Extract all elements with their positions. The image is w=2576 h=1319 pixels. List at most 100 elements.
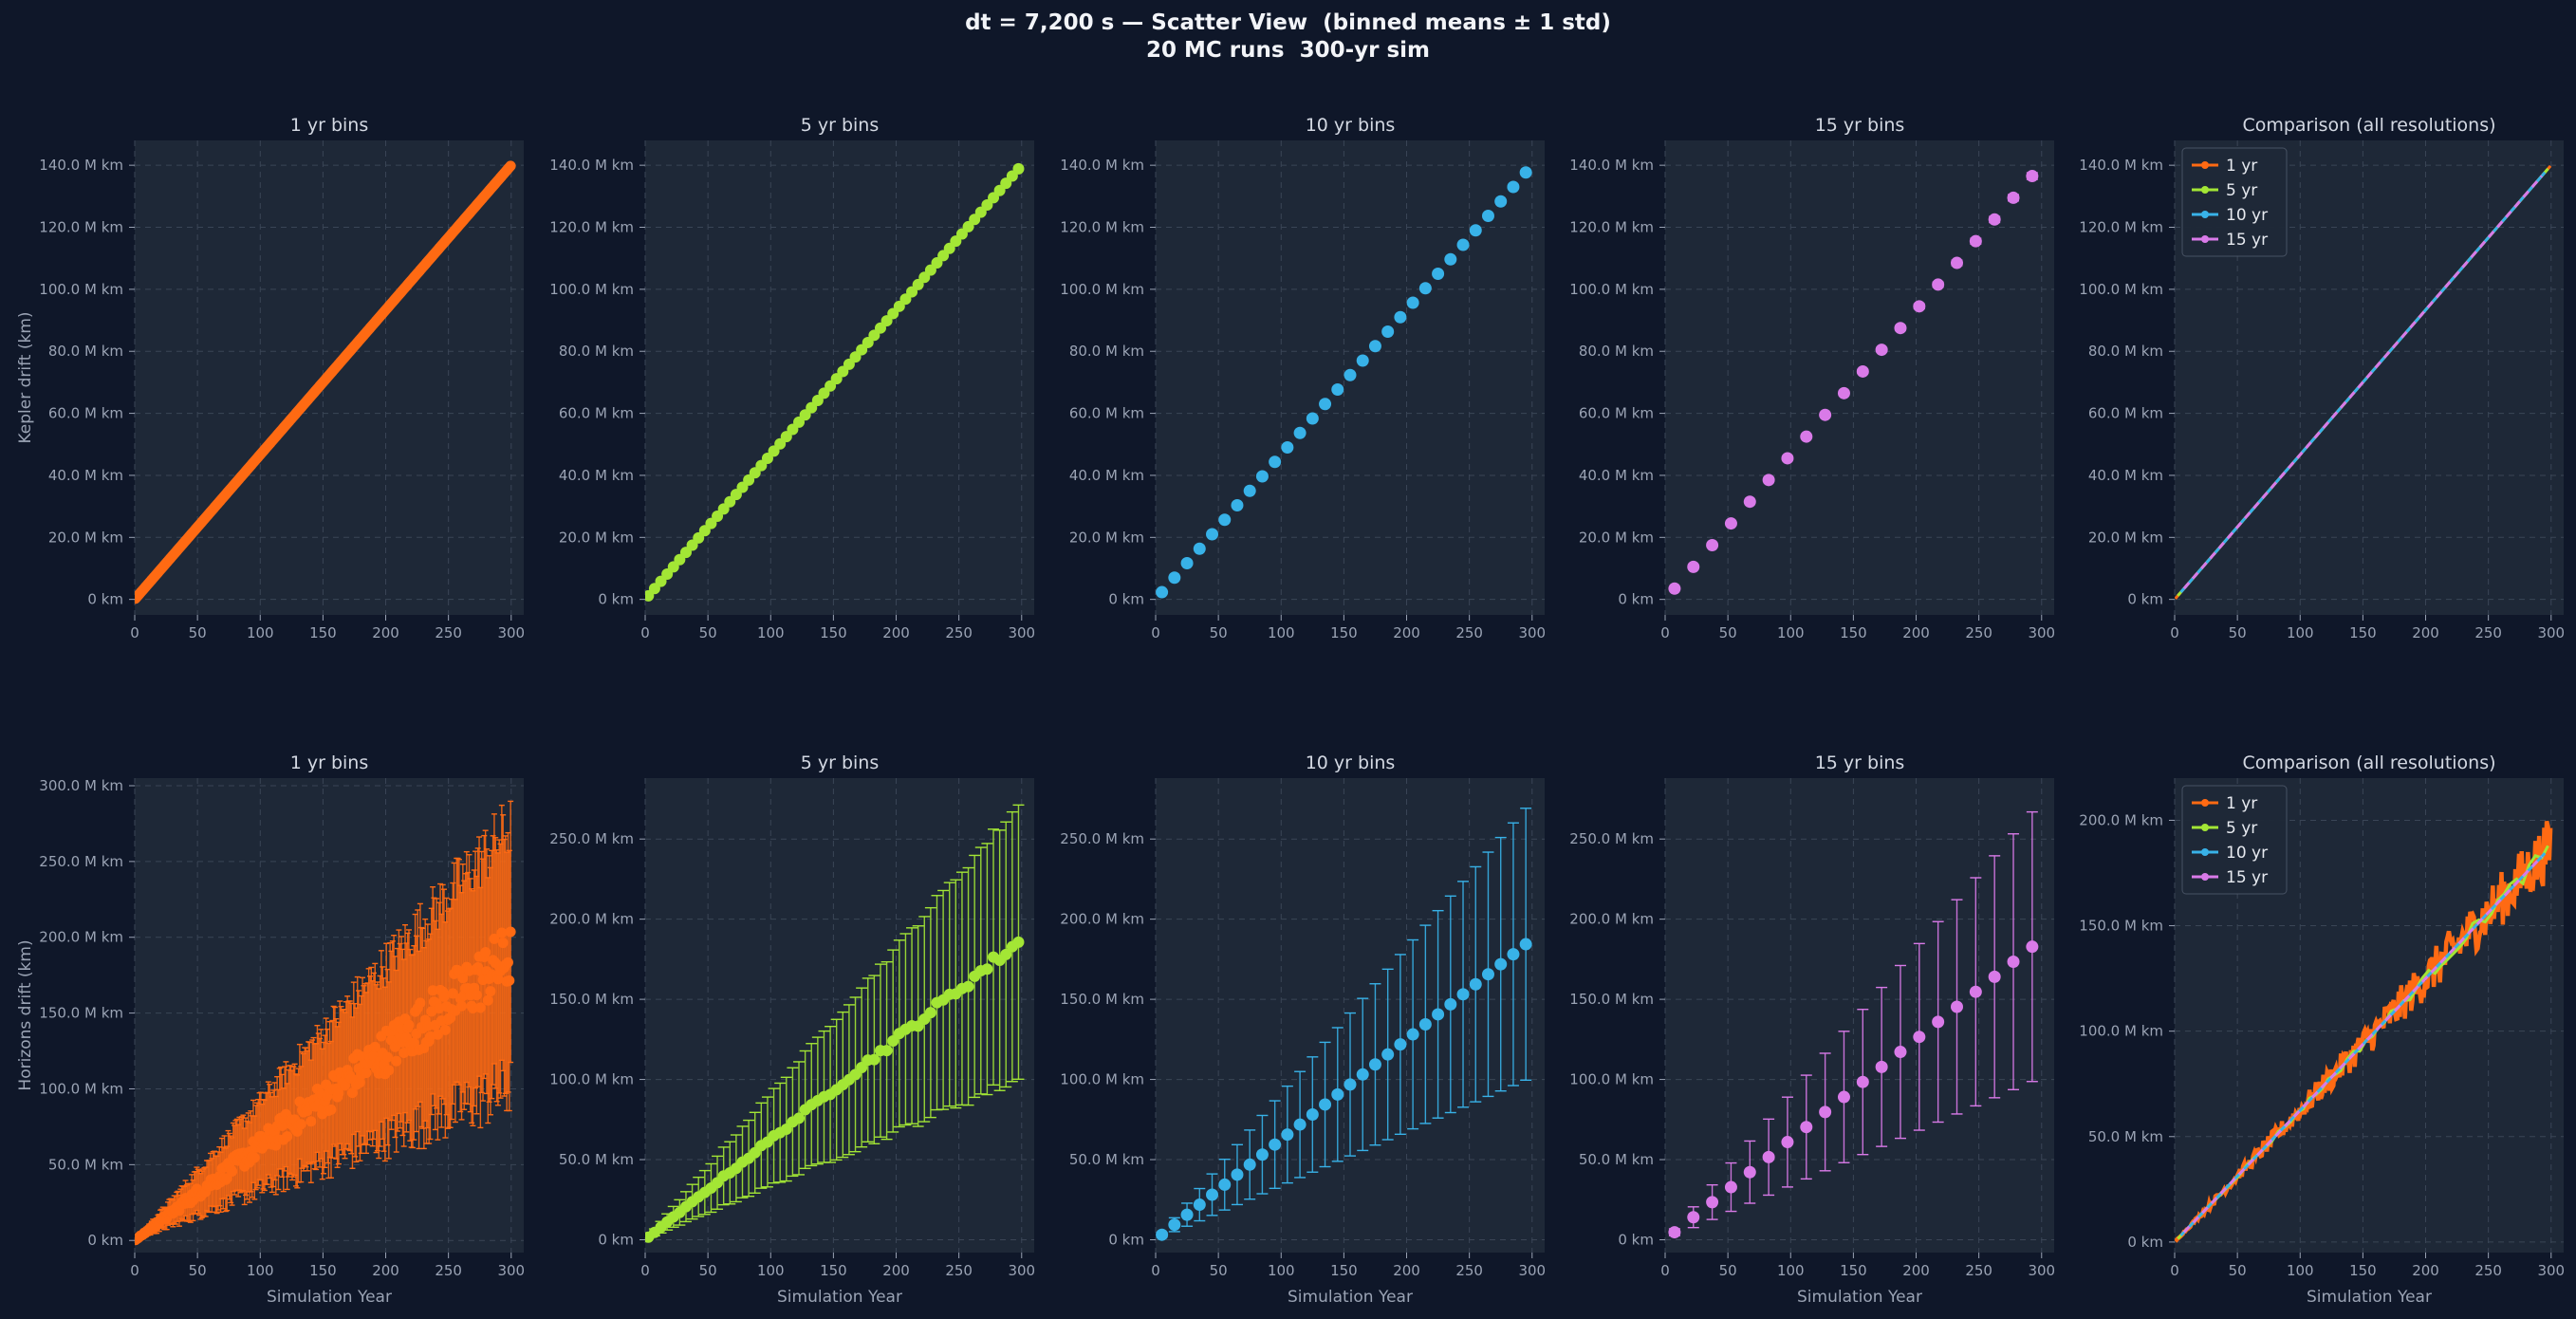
data-point	[456, 1000, 468, 1012]
data-point	[1218, 1178, 1232, 1191]
data-point	[1743, 495, 1756, 509]
data-point	[793, 1112, 806, 1124]
x-tick-label: 150	[820, 1262, 847, 1279]
legend-marker	[2201, 186, 2209, 194]
data-point	[1507, 180, 1520, 194]
x-tick-label: 100	[1777, 1262, 1805, 1279]
y-tick-label: 250.0 M km	[549, 830, 634, 847]
data-layer	[2175, 164, 2552, 600]
x-tick-label: 200	[1902, 1262, 1930, 1279]
panel-horizons-2: 0 50 100 150 200 250 300 0 km 50.0 M km 100.0 M k…	[549, 752, 1035, 1307]
x-tick-label: 300	[497, 624, 525, 641]
data-point	[1306, 1108, 1319, 1122]
data-point	[1012, 936, 1025, 948]
y-tick-label: 120.0 M km	[1060, 219, 1144, 236]
data-point	[1231, 499, 1244, 512]
data-point	[1969, 234, 1982, 248]
x-tick-label: 250	[1455, 624, 1483, 641]
data-point	[1368, 1058, 1381, 1071]
data-point	[1206, 528, 1219, 541]
plot-area	[645, 778, 1034, 1253]
y-tick-label: 120.0 M km	[1569, 219, 1654, 236]
x-tick-label: 200	[1393, 1262, 1420, 1279]
data-layer	[1668, 170, 2039, 595]
plot-area	[1665, 140, 2054, 615]
y-tick-label: 140.0 M km	[1569, 157, 1654, 174]
y-tick-label: 100.0 M km	[549, 1071, 634, 1088]
data-point	[1819, 1105, 1832, 1119]
data-point	[962, 980, 974, 993]
x-tick-label: 300	[1518, 1262, 1546, 1279]
data-point	[1293, 1118, 1307, 1131]
data-point	[480, 947, 491, 958]
y-tick-label: 140.0 M km	[1060, 157, 1144, 174]
x-tick-label: 300	[1008, 1262, 1035, 1279]
data-point	[1819, 408, 1832, 421]
data-point	[1319, 398, 1332, 411]
data-point	[1418, 1018, 1432, 1031]
x-tick-label: 300	[1008, 624, 1035, 641]
data-point	[1255, 470, 1269, 483]
data-point	[1156, 585, 1169, 599]
data-point	[422, 1020, 434, 1031]
y-tick-label: 140.0 M km	[549, 157, 634, 174]
y-tick-label: 20.0 M km	[2088, 529, 2163, 546]
data-point	[306, 1116, 317, 1127]
data-point	[1687, 560, 1700, 573]
data-point	[1894, 1046, 1907, 1059]
legend-box	[2181, 147, 2288, 257]
data-point	[1012, 162, 1025, 175]
data-point	[1781, 1136, 1794, 1149]
x-tick-label: 50	[1719, 624, 1737, 641]
y-axis-label: Kepler drift (km)	[16, 311, 35, 443]
y-tick-label: 40.0 M km	[1579, 467, 1654, 484]
data-point	[1193, 1198, 1206, 1212]
x-tick-label: 150	[1330, 1262, 1358, 1279]
y-tick-label: 80.0 M km	[559, 343, 634, 360]
x-tick-label: 200	[882, 624, 910, 641]
x-tick-label: 200	[1902, 624, 1930, 641]
data-point	[1168, 571, 1181, 585]
plot-area	[1665, 778, 2054, 1253]
y-tick-label: 60.0 M km	[48, 405, 123, 422]
data-point	[856, 1061, 868, 1073]
data-point	[1743, 1165, 1756, 1179]
data-point	[502, 957, 513, 968]
data-point	[1951, 1000, 1963, 1013]
y-tick-label: 0 km	[1618, 591, 1654, 608]
panel-kepler-1: 0 50 100 150 200 250 300 0 km 20.0 M km 40.0 M km…	[16, 115, 525, 641]
y-axis-label: Horizons drift (km)	[16, 939, 35, 1090]
y-tick-label: 100.0 M km	[1060, 281, 1144, 298]
data-point	[1180, 557, 1194, 570]
panel-title: Comparison (all resolutions)	[2242, 115, 2495, 136]
data-point	[1507, 948, 1520, 961]
data-point	[1519, 938, 1532, 951]
data-point	[1762, 1150, 1775, 1163]
data-point	[1724, 1180, 1737, 1194]
data-point	[369, 1041, 380, 1052]
data-point	[868, 1053, 880, 1066]
x-axis-label: Simulation Year	[1288, 1288, 1413, 1307]
data-point	[325, 1104, 337, 1115]
y-tick-label: 150.0 M km	[39, 1005, 123, 1022]
legend-label: 1 yr	[2226, 794, 2257, 813]
data-point	[1281, 1128, 1294, 1142]
y-tick-label: 0 km	[2127, 1234, 2163, 1251]
x-tick-label: 0	[1660, 624, 1670, 641]
legend-marker	[2201, 873, 2209, 881]
x-axis-label: Simulation Year	[267, 1288, 392, 1307]
legend-marker	[2201, 848, 2209, 856]
y-tick-label: 20.0 M km	[48, 529, 123, 546]
data-point	[485, 986, 496, 997]
data-point	[505, 160, 516, 172]
data-point	[1668, 582, 1681, 595]
y-tick-label: 50.0 M km	[2088, 1128, 2163, 1145]
x-tick-label: 250	[1455, 1262, 1483, 1279]
x-tick-label: 150	[1840, 1262, 1867, 1279]
y-tick-label: 120.0 M km	[549, 219, 634, 236]
x-tick-label: 200	[372, 624, 399, 641]
data-point	[1218, 513, 1232, 527]
x-tick-label: 50	[2229, 1262, 2247, 1279]
data-point	[1988, 213, 2001, 226]
